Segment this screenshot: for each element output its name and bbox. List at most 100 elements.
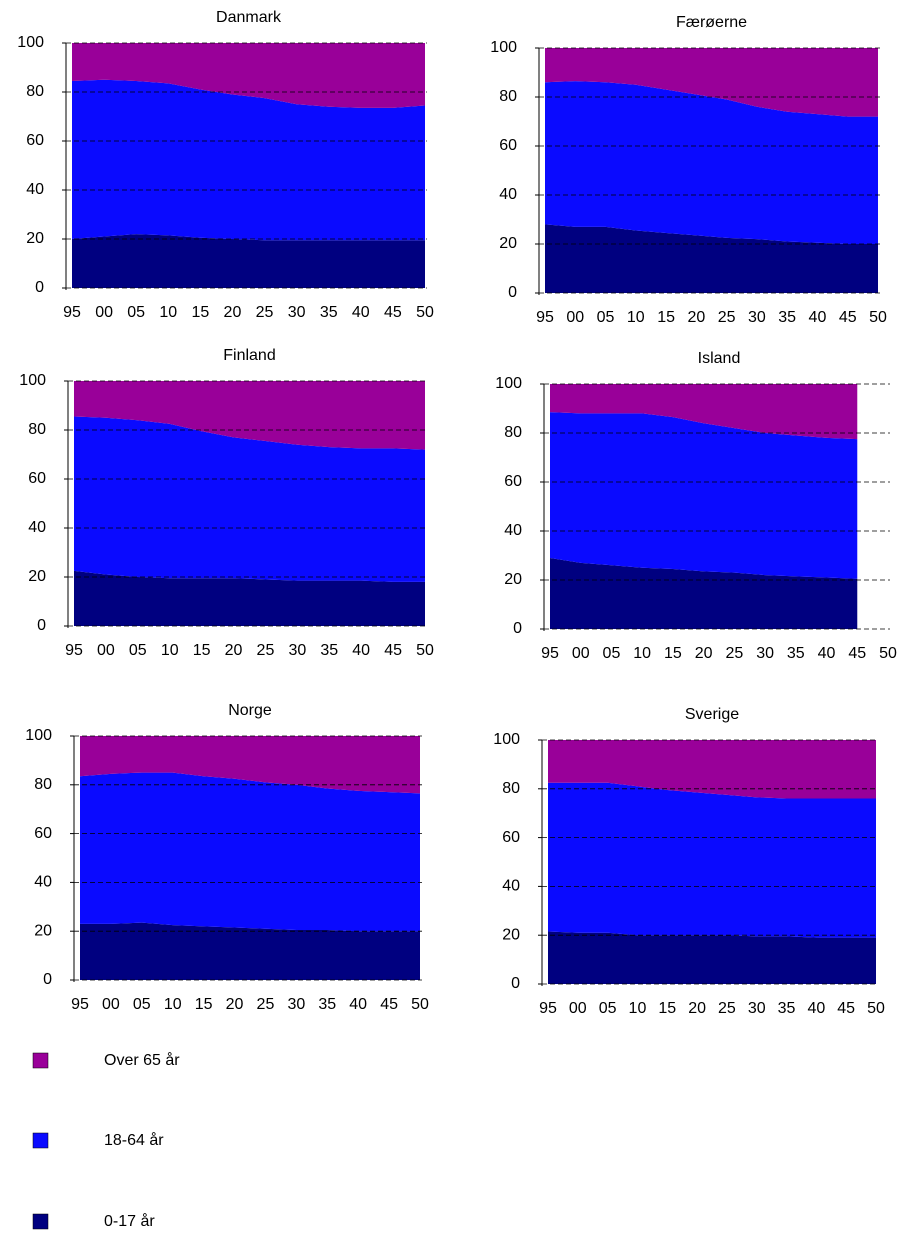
y-tick-label: 60 — [34, 825, 52, 842]
y-tick-label: 40 — [502, 878, 520, 895]
area — [545, 224, 878, 293]
y-tick-label: 100 — [490, 39, 517, 56]
chart-title: Danmark — [216, 9, 282, 26]
x-tick-label: 25 — [725, 645, 743, 662]
legend-swatch — [32, 1052, 49, 1069]
x-tick-label: 10 — [633, 645, 651, 662]
y-tick-label: 0 — [35, 279, 44, 296]
y-tick-label: 0 — [513, 620, 522, 637]
x-tick-label: 20 — [688, 1000, 706, 1017]
x-tick-label: 00 — [97, 642, 115, 659]
x-tick-label: 25 — [718, 309, 736, 326]
x-tick-label: 50 — [879, 645, 897, 662]
x-tick-label: 40 — [809, 309, 827, 326]
x-tick-label: 20 — [226, 996, 244, 1013]
x-tick-label: 25 — [718, 1000, 736, 1017]
x-tick-label: 15 — [658, 1000, 676, 1017]
x-tick-label: 40 — [352, 642, 370, 659]
x-tick-label: 40 — [352, 304, 370, 321]
x-tick-label: 25 — [257, 642, 275, 659]
y-tick-label: 80 — [28, 421, 46, 438]
y-tick-label: 40 — [504, 522, 522, 539]
x-tick-label: 15 — [195, 996, 213, 1013]
y-tick-label: 60 — [28, 470, 46, 487]
y-tick-label: 80 — [26, 83, 44, 100]
area — [548, 931, 876, 984]
x-tick-label: 05 — [127, 304, 145, 321]
x-tick-label: 50 — [869, 309, 887, 326]
area — [545, 48, 878, 117]
x-tick-label: 00 — [102, 996, 120, 1013]
area — [80, 922, 420, 980]
area — [80, 736, 420, 794]
x-tick-label: 95 — [65, 642, 83, 659]
y-tick-label: 20 — [504, 571, 522, 588]
area — [72, 43, 425, 108]
x-tick-label: 30 — [756, 645, 774, 662]
x-tick-label: 35 — [320, 304, 338, 321]
y-tick-label: 40 — [26, 181, 44, 198]
x-tick-label: 45 — [384, 304, 402, 321]
x-tick-label: 45 — [837, 1000, 855, 1017]
x-tick-label: 10 — [159, 304, 177, 321]
y-tick-label: 60 — [499, 137, 517, 154]
x-tick-label: 20 — [225, 642, 243, 659]
x-tick-label: 05 — [599, 1000, 617, 1017]
x-tick-label: 40 — [818, 645, 836, 662]
legend-label: Over 65 år — [104, 1051, 180, 1069]
area — [72, 79, 425, 241]
y-tick-label: 100 — [17, 34, 44, 51]
y-tick-label: 60 — [504, 473, 522, 490]
y-tick-label: 100 — [495, 375, 522, 392]
x-tick-label: 25 — [257, 996, 275, 1013]
x-tick-label: 30 — [288, 642, 306, 659]
area — [72, 234, 425, 288]
legend-swatch — [32, 1213, 49, 1230]
x-tick-label: 40 — [807, 1000, 825, 1017]
x-tick-label: 00 — [569, 1000, 587, 1017]
chart-title: Finland — [223, 347, 275, 364]
y-tick-label: 20 — [28, 568, 46, 585]
area — [548, 740, 876, 799]
x-tick-label: 00 — [572, 645, 590, 662]
area — [74, 416, 425, 582]
area — [550, 412, 858, 579]
area — [80, 772, 420, 932]
x-tick-label: 50 — [416, 642, 434, 659]
x-tick-label: 50 — [416, 304, 434, 321]
y-tick-label: 80 — [34, 776, 52, 793]
legend-swatch — [32, 1132, 49, 1149]
x-tick-label: 95 — [536, 309, 554, 326]
x-tick-label: 45 — [384, 642, 402, 659]
x-tick-label: 10 — [629, 1000, 647, 1017]
x-tick-label: 10 — [164, 996, 182, 1013]
x-tick-label: 35 — [778, 309, 796, 326]
x-tick-label: 45 — [380, 996, 398, 1013]
y-tick-label: 0 — [37, 617, 46, 634]
y-tick-label: 0 — [508, 284, 517, 301]
x-tick-label: 50 — [411, 996, 429, 1013]
area — [550, 384, 858, 440]
x-tick-label: 35 — [787, 645, 805, 662]
legend-label: 18-64 år — [104, 1131, 164, 1149]
x-tick-label: 35 — [778, 1000, 796, 1017]
y-tick-label: 0 — [511, 975, 520, 992]
x-tick-label: 15 — [664, 645, 682, 662]
y-tick-label: 20 — [34, 922, 52, 939]
chart-title: Færøerne — [676, 14, 747, 31]
y-tick-label: 100 — [19, 372, 46, 389]
area — [545, 81, 878, 244]
chart-title: Norge — [228, 702, 272, 719]
area — [74, 570, 425, 626]
x-tick-label: 00 — [566, 309, 584, 326]
y-tick-label: 20 — [502, 926, 520, 943]
x-tick-label: 95 — [63, 304, 81, 321]
y-tick-label: 20 — [499, 235, 517, 252]
x-tick-label: 15 — [657, 309, 675, 326]
x-tick-label: 05 — [133, 996, 151, 1013]
y-tick-label: 60 — [26, 132, 44, 149]
area — [74, 381, 425, 450]
x-tick-label: 95 — [71, 996, 89, 1013]
x-tick-label: 00 — [95, 304, 113, 321]
